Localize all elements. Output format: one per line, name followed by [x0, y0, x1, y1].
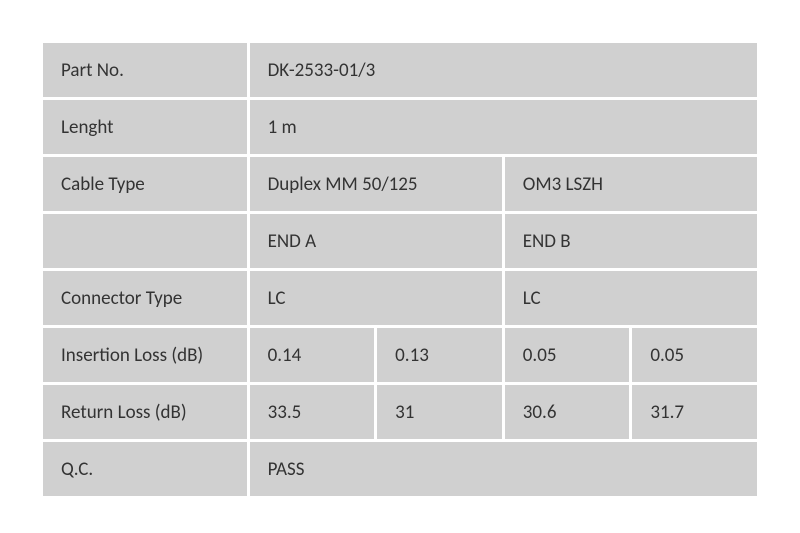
- value-part-no: DK-2533-01/3: [250, 43, 757, 97]
- value-return-a2: 31: [377, 385, 502, 439]
- label-ends: [43, 214, 247, 268]
- table-row: Return Loss (dB) 33.5 31 30.6 31.7: [43, 385, 757, 439]
- value-qc: PASS: [250, 442, 757, 496]
- table-row: END A END B: [43, 214, 757, 268]
- table-row: Insertion Loss (dB) 0.14 0.13 0.05 0.05: [43, 328, 757, 382]
- label-return-loss: Return Loss (dB): [43, 385, 247, 439]
- value-connector-b: LC: [505, 271, 757, 325]
- label-cable-type: Cable Type: [43, 157, 247, 211]
- value-cable-type-2: OM3 LSZH: [505, 157, 757, 211]
- value-return-b2: 31.7: [632, 385, 757, 439]
- label-connector-type: Connector Type: [43, 271, 247, 325]
- label-length: Lenght: [43, 100, 247, 154]
- spec-table: Part No. DK-2533-01/3 Lenght 1 m Cable T…: [40, 40, 760, 499]
- table-row: Connector Type LC LC: [43, 271, 757, 325]
- value-insertion-a1: 0.14: [250, 328, 375, 382]
- table-row: Cable Type Duplex MM 50/125 OM3 LSZH: [43, 157, 757, 211]
- label-insertion-loss: Insertion Loss (dB): [43, 328, 247, 382]
- value-end-a-header: END A: [250, 214, 502, 268]
- value-return-b1: 30.6: [505, 385, 630, 439]
- value-length: 1 m: [250, 100, 757, 154]
- value-insertion-a2: 0.13: [377, 328, 502, 382]
- value-return-a1: 33.5: [250, 385, 375, 439]
- value-end-b-header: END B: [505, 214, 757, 268]
- label-qc: Q.C.: [43, 442, 247, 496]
- table-row: Q.C. PASS: [43, 442, 757, 496]
- table-row: Lenght 1 m: [43, 100, 757, 154]
- label-part-no: Part No.: [43, 43, 247, 97]
- value-insertion-b2: 0.05: [632, 328, 757, 382]
- value-cable-type-1: Duplex MM 50/125: [250, 157, 502, 211]
- value-insertion-b1: 0.05: [505, 328, 630, 382]
- value-connector-a: LC: [250, 271, 502, 325]
- table-row: Part No. DK-2533-01/3: [43, 43, 757, 97]
